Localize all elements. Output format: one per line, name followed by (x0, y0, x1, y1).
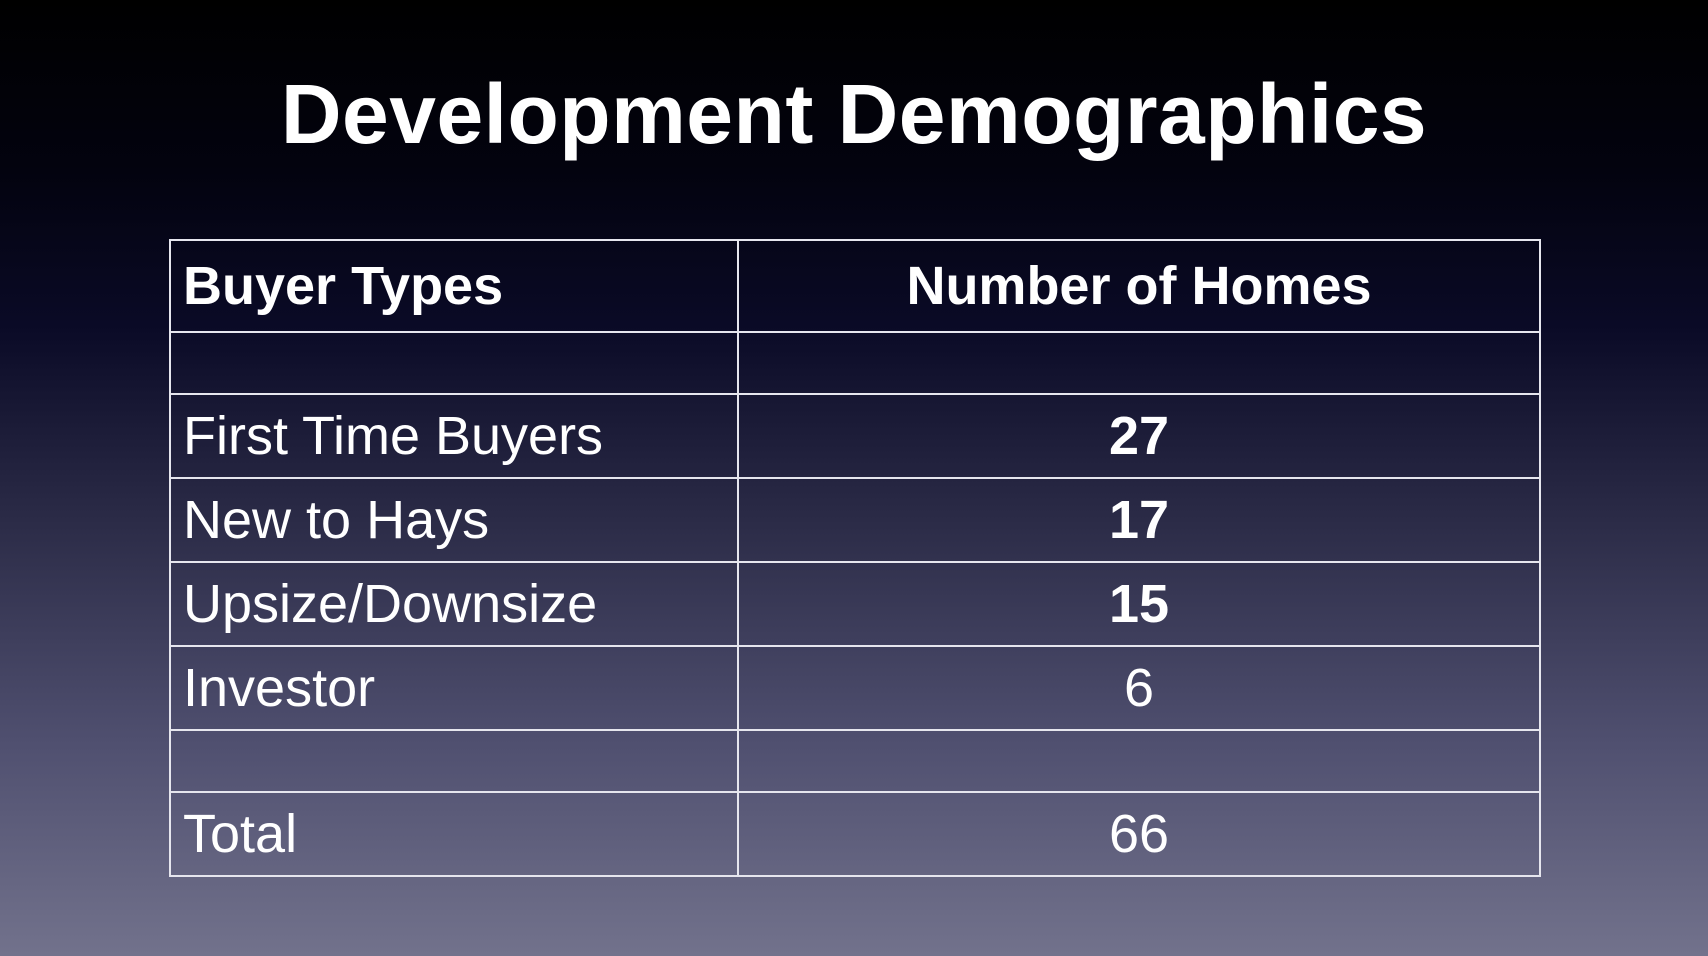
table-cell-empty (169, 331, 739, 395)
table-row-empty (169, 729, 1541, 793)
table-row: First Time Buyers 27 (169, 393, 1541, 479)
total-label-cell: Total (169, 791, 739, 877)
homes-count-cell: 27 (737, 393, 1541, 479)
buyer-type-cell: Upsize/Downsize (169, 561, 739, 647)
table-cell-empty (737, 729, 1541, 793)
table-header-row: Buyer Types Number of Homes (169, 239, 1541, 333)
total-value-cell: 66 (737, 791, 1541, 877)
table-cell-empty (169, 729, 739, 793)
homes-count-cell: 15 (737, 561, 1541, 647)
homes-count-cell: 6 (737, 645, 1541, 731)
table-row: New to Hays 17 (169, 477, 1541, 563)
buyer-type-cell: Investor (169, 645, 739, 731)
slide-title: Development Demographics (280, 67, 1428, 161)
buyer-type-cell: First Time Buyers (169, 393, 739, 479)
column-header-number-of-homes: Number of Homes (737, 239, 1541, 333)
table-row-empty (169, 331, 1541, 395)
table-total-row: Total 66 (169, 791, 1541, 877)
table-row: Investor 6 (169, 645, 1541, 731)
buyer-type-cell: New to Hays (169, 477, 739, 563)
demographics-table: Buyer Types Number of Homes First Time B… (169, 239, 1541, 877)
table-row: Upsize/Downsize 15 (169, 561, 1541, 647)
column-header-buyer-types: Buyer Types (169, 239, 739, 333)
table-cell-empty (737, 331, 1541, 395)
homes-count-cell: 17 (737, 477, 1541, 563)
